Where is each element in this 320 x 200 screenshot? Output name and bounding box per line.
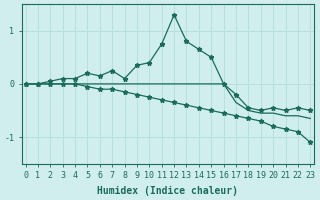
X-axis label: Humidex (Indice chaleur): Humidex (Indice chaleur) (97, 186, 238, 196)
